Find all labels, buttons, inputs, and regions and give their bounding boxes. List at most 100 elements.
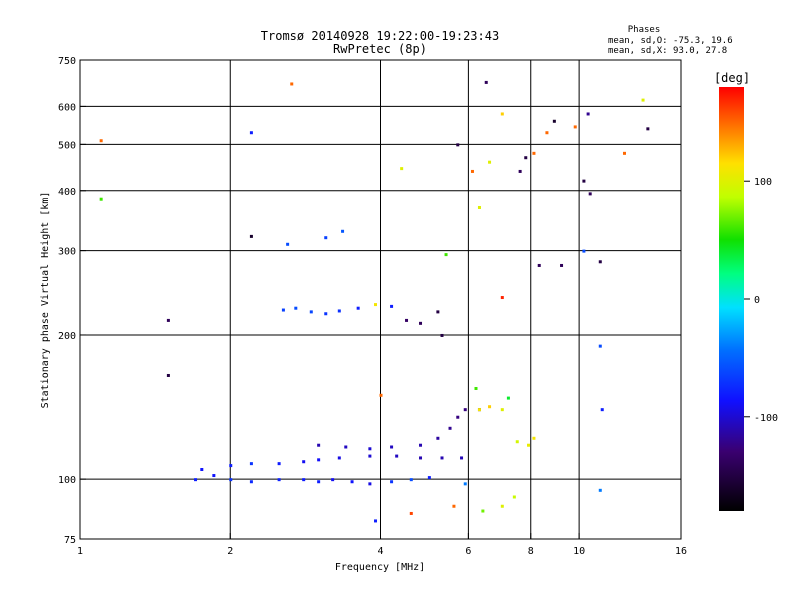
data-point	[286, 242, 290, 246]
data-point	[598, 488, 602, 492]
data-point	[532, 436, 536, 440]
y-tick-label: 400	[58, 187, 76, 198]
x-tick-label: 6	[465, 546, 471, 557]
data-point	[400, 167, 404, 171]
data-point	[395, 454, 399, 458]
colorbar-ticks: 100 0 -100	[744, 177, 778, 424]
data-point	[500, 504, 504, 508]
data-point	[646, 127, 650, 131]
data-point	[600, 408, 604, 412]
data-point	[379, 393, 383, 397]
data-point	[249, 234, 253, 238]
y-tick-label: 75	[64, 535, 76, 546]
data-point	[405, 318, 409, 322]
data-point	[456, 415, 460, 419]
data-point	[249, 480, 253, 484]
data-point	[309, 310, 313, 314]
data-point	[344, 445, 348, 449]
data-point	[588, 192, 592, 196]
y-tick-label: 200	[58, 331, 76, 342]
data-point	[512, 495, 516, 499]
y-tick-label: 750	[58, 56, 76, 67]
data-point	[500, 296, 504, 300]
data-point	[463, 482, 467, 486]
data-point	[317, 480, 321, 484]
data-point	[302, 460, 306, 464]
plot-area	[80, 60, 681, 539]
data-point	[281, 308, 285, 312]
data-point	[229, 464, 233, 468]
stats-line-x: mean, sd,X: 93.0, 27.8	[608, 46, 727, 56]
data-point	[302, 478, 306, 482]
data-point	[374, 519, 378, 523]
x-tick-label: 4	[377, 546, 383, 557]
data-point	[229, 478, 233, 482]
data-point	[527, 443, 531, 447]
colorbar-tick-label: -100	[754, 413, 778, 424]
data-point	[598, 260, 602, 264]
data-point	[317, 458, 321, 462]
data-point	[277, 462, 281, 466]
title-group: Tromsø 20140928 19:22:00-19:23:43 RwPret…	[261, 29, 499, 56]
chart-title: Tromsø 20140928 19:22:00-19:23:43	[261, 29, 499, 43]
data-point	[337, 456, 341, 460]
data-point	[622, 151, 626, 155]
data-point	[488, 405, 492, 409]
data-point	[582, 249, 586, 253]
colorbar-tick-label: 0	[754, 295, 760, 306]
data-point	[474, 386, 478, 390]
data-point	[477, 205, 481, 209]
data-point	[324, 236, 328, 240]
data-point	[409, 511, 413, 515]
data-point	[294, 306, 298, 310]
y-tick-label: 100	[58, 475, 76, 486]
data-point	[484, 80, 488, 84]
axis-ticks: 1 2 4 6 8 10 16 75 100 200 300 400 500 600 750	[58, 56, 687, 557]
y-axis-label: Stationary phase Virtual Height [km]	[40, 192, 51, 409]
data-point	[598, 344, 602, 348]
data-point	[552, 119, 556, 123]
stats-line-o: mean, sd,O: -75.3, 19.6	[608, 36, 733, 46]
data-point	[419, 443, 423, 447]
data-point	[448, 426, 452, 430]
data-point	[350, 480, 354, 484]
data-point	[427, 476, 431, 480]
data-point	[249, 131, 253, 135]
data-point	[166, 373, 170, 377]
data-point	[368, 482, 372, 486]
chart-subtitle: RwPretec (8p)	[333, 42, 427, 56]
data-point	[277, 478, 281, 482]
y-tick-label: 300	[58, 247, 76, 258]
data-point	[586, 112, 590, 116]
data-point	[249, 462, 253, 466]
data-point	[341, 229, 345, 233]
colorbar-scale	[719, 87, 744, 511]
data-point	[436, 310, 440, 314]
data-point	[641, 98, 645, 102]
x-tick-label: 2	[227, 546, 233, 557]
data-point	[317, 443, 321, 447]
data-point	[444, 253, 448, 257]
data-point	[374, 303, 378, 307]
x-tick-label: 1	[77, 546, 83, 557]
data-point	[582, 179, 586, 183]
data-point	[488, 160, 492, 164]
data-point	[99, 197, 103, 201]
data-point	[537, 263, 541, 267]
data-point	[481, 509, 485, 513]
data-point	[356, 306, 360, 310]
data-point	[419, 321, 423, 325]
x-tick-label: 16	[675, 546, 687, 557]
data-point	[99, 139, 103, 143]
data-point	[515, 440, 519, 444]
data-point	[390, 445, 394, 449]
data-point	[506, 396, 510, 400]
x-tick-label: 10	[573, 546, 585, 557]
data-point	[560, 263, 564, 267]
data-point	[452, 504, 456, 508]
data-points	[99, 80, 650, 523]
data-point	[390, 480, 394, 484]
stats-box: Phases mean, sd,O: -75.3, 19.6 mean, sd,…	[608, 25, 733, 56]
data-point	[532, 151, 536, 155]
